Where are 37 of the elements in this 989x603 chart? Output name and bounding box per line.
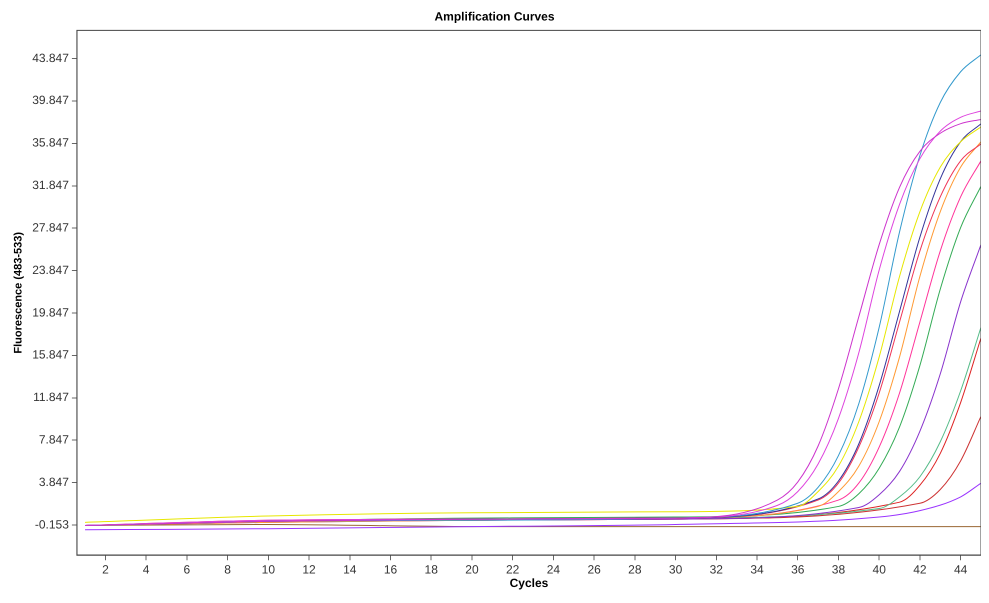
x-tick-label: 8 — [224, 562, 232, 577]
y-tick-label: 27.847 — [32, 220, 70, 234]
y-tick-label: 23.847 — [32, 262, 70, 277]
y-tick-label: 11.847 — [33, 390, 70, 404]
x-tick-label: 2 — [102, 562, 110, 577]
x-tick-label: 34 — [750, 562, 764, 577]
x-tick-label: 4 — [142, 562, 150, 577]
y-tick-label: 19.847 — [32, 305, 70, 320]
x-tick-label: 14 — [343, 562, 357, 577]
y-tick-label: 7.847 — [38, 432, 70, 447]
y-tick-label: 43.847 — [32, 50, 70, 65]
x-tick-label: 24 — [546, 562, 560, 577]
x-tick-label: 38 — [832, 562, 846, 577]
y-tick-label: 39.847 — [32, 93, 70, 108]
x-tick-label: 26 — [587, 562, 602, 577]
y-tick-label: 3.847 — [38, 474, 70, 489]
x-tick-label: 22 — [506, 562, 520, 577]
x-tick-label: 10 — [262, 562, 276, 577]
x-tick-label: 18 — [424, 562, 438, 577]
y-tick-label: 31.847 — [32, 178, 70, 192]
x-tick-label: 42 — [913, 562, 927, 577]
y-tick-label: 15.847 — [32, 348, 70, 362]
y-tick-label: 35.847 — [32, 136, 70, 150]
x-tick-label: 36 — [791, 562, 805, 577]
x-tick-label: 44 — [954, 562, 968, 577]
chart-title: Amplification Curves — [434, 10, 555, 24]
x-tick-label: 6 — [184, 562, 191, 577]
y-axis-title: Fluorescence (483-533) — [12, 232, 25, 354]
y-tick-label: -0.153 — [34, 517, 70, 532]
x-tick-label: 28 — [628, 562, 642, 577]
x-axis-title: Cycles — [510, 576, 549, 590]
x-tick-label: 32 — [710, 562, 724, 577]
x-tick-label: 40 — [872, 562, 886, 577]
x-tick-label: 12 — [302, 562, 316, 577]
x-tick-label: 16 — [384, 562, 398, 577]
x-tick-label: 20 — [465, 562, 479, 577]
x-tick-label: 30 — [668, 562, 683, 577]
